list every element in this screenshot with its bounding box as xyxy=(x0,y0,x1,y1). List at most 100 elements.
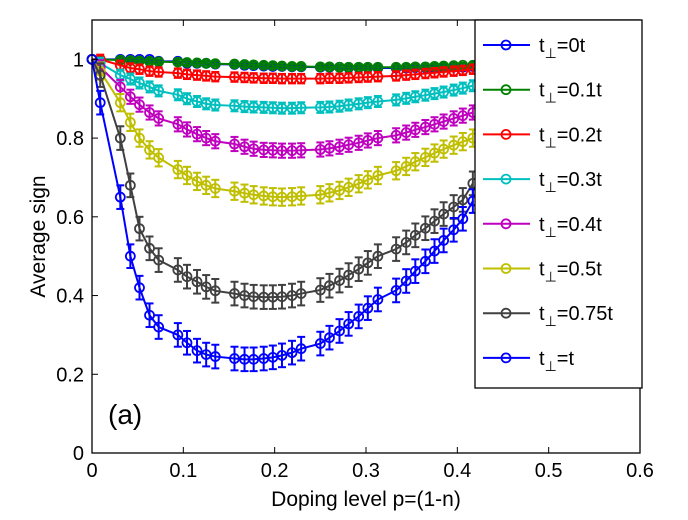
data-point xyxy=(229,353,240,364)
data-point xyxy=(153,254,165,266)
data-point xyxy=(438,208,450,220)
data-point xyxy=(343,139,355,151)
data-point xyxy=(372,96,384,107)
legend-box xyxy=(474,19,643,389)
data-point xyxy=(172,329,184,341)
series-7 xyxy=(86,53,479,373)
data-point xyxy=(248,101,260,113)
data-point xyxy=(438,116,450,127)
legend-entry-main: t xyxy=(539,259,545,281)
data-point xyxy=(362,71,374,83)
y-tick-label: 1 xyxy=(73,49,84,71)
legend-entry-subscript: ⊥ xyxy=(545,313,557,329)
data-point xyxy=(295,343,307,355)
data-point xyxy=(181,124,193,135)
data-point xyxy=(248,143,260,155)
data-point xyxy=(276,349,288,361)
data-point xyxy=(343,318,355,330)
data-point xyxy=(229,288,240,299)
data-point xyxy=(343,269,355,281)
data-point xyxy=(457,110,469,122)
data-point xyxy=(409,91,421,103)
data-point xyxy=(372,250,384,262)
data-point xyxy=(295,288,307,299)
data-point xyxy=(124,91,136,103)
data-point xyxy=(343,99,355,111)
data-point xyxy=(362,135,374,146)
legend-entry-label: t⊥=0.3t xyxy=(539,169,602,195)
data-point xyxy=(276,191,288,203)
legend-entry-label: t⊥=0t xyxy=(539,35,586,61)
data-point xyxy=(409,229,421,241)
data-point xyxy=(172,118,184,130)
series-6 xyxy=(86,53,479,310)
data-point xyxy=(276,102,288,114)
legend-entry-main: t xyxy=(539,35,545,57)
x-tick-label: 0 xyxy=(86,460,97,482)
series-1 xyxy=(86,53,479,73)
data-point xyxy=(295,61,307,72)
data-point xyxy=(134,223,145,235)
data-point xyxy=(209,351,221,362)
axes-layer: 0 0.1 0.2 0.3 0.4 0.5 0.6 0 0.2 0.4 0.6 0.8 1 xyxy=(56,20,654,482)
data-point xyxy=(114,81,126,93)
x-axis-label: Doping level p=(1-n) xyxy=(271,488,461,511)
data-point xyxy=(324,72,335,84)
legend-entry-label: t⊥=0.1t xyxy=(539,80,602,106)
data-point xyxy=(276,145,288,157)
data-point xyxy=(144,144,155,156)
data-point xyxy=(276,60,288,72)
legend-swatch-marker xyxy=(500,84,512,96)
data-point xyxy=(153,321,165,333)
legend-entry-tail: =0.75t xyxy=(557,303,614,325)
data-point xyxy=(248,291,260,303)
data-point xyxy=(409,156,421,168)
legend-entry-tail: =t xyxy=(557,348,575,370)
y-tick-label: 0.6 xyxy=(56,207,84,229)
data-point xyxy=(457,64,469,76)
data-point xyxy=(172,164,184,175)
legend-entry-tail: =0t xyxy=(557,35,586,57)
data-point xyxy=(457,136,469,148)
series-4 xyxy=(86,53,479,159)
data-layer xyxy=(86,53,479,373)
data-point xyxy=(343,72,355,84)
x-tick-label: 0.6 xyxy=(626,460,654,482)
data-point xyxy=(191,276,203,288)
data-point xyxy=(209,135,221,147)
data-point xyxy=(144,107,155,118)
data-point xyxy=(457,82,469,94)
data-point xyxy=(181,271,193,283)
legend-swatch-marker xyxy=(500,39,512,51)
data-point xyxy=(181,337,193,349)
data-point xyxy=(324,187,335,199)
legend-entry-tail: =0.3t xyxy=(557,169,602,191)
legend-entry-main: t xyxy=(539,214,545,236)
data-point xyxy=(200,281,212,293)
data-point xyxy=(334,275,345,286)
x-tick-label: 0.5 xyxy=(535,460,563,482)
data-point xyxy=(124,73,136,85)
data-point xyxy=(209,58,221,70)
data-point xyxy=(372,170,384,181)
y-tick-label: 0.2 xyxy=(56,364,84,386)
x-tick-label: 0.3 xyxy=(352,460,380,482)
data-point xyxy=(172,89,184,101)
data-point xyxy=(248,189,260,201)
data-point xyxy=(409,124,421,136)
y-axis-label: Average sign xyxy=(27,175,50,297)
data-point xyxy=(181,68,193,80)
data-point xyxy=(419,151,431,163)
data-point xyxy=(400,161,412,172)
data-point xyxy=(124,116,136,128)
data-point xyxy=(295,73,307,85)
data-point xyxy=(114,132,126,144)
data-point xyxy=(372,132,384,144)
data-point xyxy=(153,56,165,68)
legend-entry-main: t xyxy=(539,169,545,191)
legend-swatch-marker xyxy=(500,218,512,230)
data-point xyxy=(362,97,374,109)
legend-entry-main: t xyxy=(539,80,545,102)
data-point xyxy=(229,138,240,150)
